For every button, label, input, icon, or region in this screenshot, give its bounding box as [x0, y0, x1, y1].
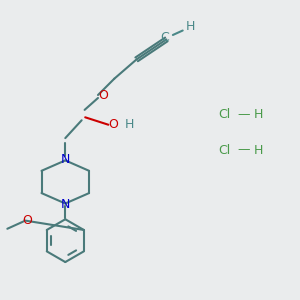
Text: H: H [254, 108, 263, 121]
Text: H: H [124, 118, 134, 130]
Text: —: — [237, 143, 250, 157]
Text: C: C [160, 32, 169, 44]
Text: O: O [98, 88, 108, 101]
Text: O: O [22, 214, 32, 227]
Text: H: H [254, 143, 263, 157]
Text: Cl: Cl [218, 108, 230, 121]
Text: Cl: Cl [218, 143, 230, 157]
Text: N: N [61, 153, 70, 166]
Text: —: — [237, 108, 250, 121]
Text: N: N [61, 198, 70, 211]
Text: O: O [108, 118, 118, 130]
Text: H: H [185, 20, 195, 33]
